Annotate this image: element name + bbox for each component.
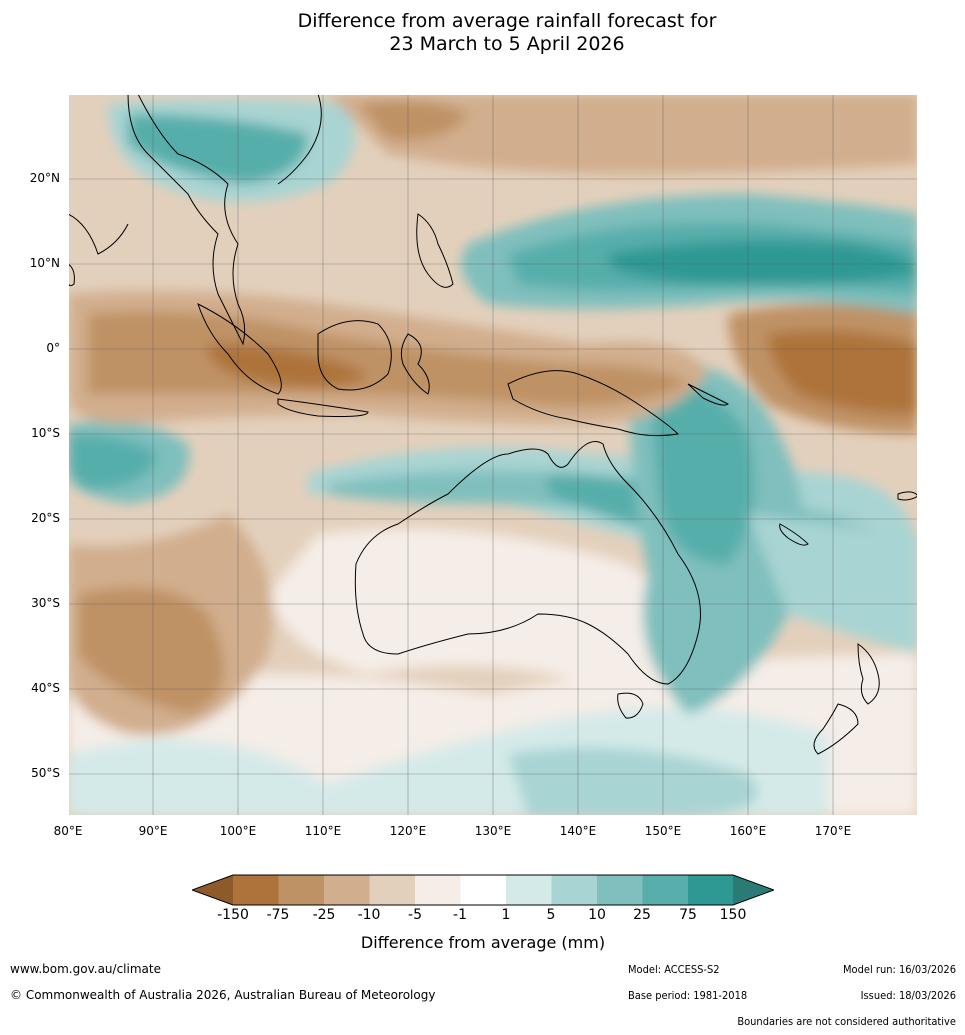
boundaries-note: Boundaries are not considered authoritat… — [737, 1015, 956, 1028]
tick-label: 1 — [501, 907, 511, 923]
colorbar-low-extend — [192, 875, 233, 905]
tick-label: 5 — [546, 907, 556, 923]
colorbar-bin-10 — [642, 875, 688, 905]
colorbar-bin-3 — [324, 875, 370, 905]
copyright-text: © Commonwealth of Australia 2026, Austra… — [10, 988, 436, 1002]
title-line-1: Difference from average rainfall forecas… — [297, 10, 717, 32]
north-pacific-wet-3 — [608, 240, 918, 286]
java-coast — [277, 398, 369, 417]
sumatra-coast — [197, 303, 282, 395]
graticule — [68, 94, 918, 816]
model-run-text: Model run: 16/03/2026 — [843, 963, 956, 976]
indian-ocean-wet-2 — [68, 434, 158, 489]
indian-ocean-dry-2 — [78, 587, 224, 714]
colorbar-bin-2 — [278, 875, 324, 905]
lat-label-10s: 10°S — [31, 426, 60, 440]
colorbar-bin-1 — [233, 875, 279, 905]
tick-label: 75 — [679, 907, 697, 923]
colorbar-bin-6 — [460, 875, 506, 905]
solomons-coast — [687, 383, 729, 406]
lat-label-40s: 40°S — [31, 681, 60, 695]
map-canvas — [68, 94, 918, 816]
lat-label-0: 0° — [46, 341, 60, 355]
australia-coast — [354, 441, 701, 685]
tick-label: -75 — [266, 907, 290, 923]
colorbar-high-extend — [733, 875, 774, 905]
nz-north-coast — [857, 643, 880, 705]
lon-label-160e: 160°E — [729, 824, 767, 838]
southern-ocean-wet-2 — [508, 747, 758, 816]
east-pacific-dry-2 — [768, 330, 918, 414]
lon-label-130e: 130°E — [474, 824, 512, 838]
new-caledonia-coast — [779, 523, 809, 546]
new-guinea-coast — [507, 370, 680, 437]
lon-label-150e: 150°E — [644, 824, 682, 838]
lat-label-20n: 20°N — [29, 171, 60, 185]
colorbar-title: Difference from average (mm) — [360, 933, 606, 952]
north-dry-2 — [358, 100, 468, 140]
tick-label: 25 — [633, 907, 651, 923]
lon-label-90e: 90°E — [138, 824, 168, 838]
lon-label-170e: 170°E — [814, 824, 852, 838]
lon-label-80e: 80°E — [53, 824, 83, 838]
colorbar-bin-11 — [688, 875, 733, 905]
lat-label-50s: 50°S — [31, 766, 60, 780]
rainfall-map — [68, 94, 918, 816]
colorbar-bin-4 — [369, 875, 415, 905]
lon-label-120e: 120°E — [389, 824, 427, 838]
colorbar — [190, 874, 776, 906]
lon-label-110e: 110°E — [304, 824, 342, 838]
colorbar-svg — [190, 874, 776, 906]
coastlines — [68, 94, 918, 755]
website-link[interactable]: www.bom.gov.au/climate — [10, 962, 161, 976]
tick-label: -5 — [408, 907, 422, 923]
lat-label-30s: 30°S — [31, 596, 60, 610]
colorbar-bin-5 — [415, 875, 461, 905]
colorbar-bin-9 — [597, 875, 643, 905]
tick-label: -25 — [312, 907, 336, 923]
tick-label: -1 — [453, 907, 467, 923]
title-line-2: 23 March to 5 April 2026 — [389, 33, 625, 55]
tasmania-coast — [617, 692, 644, 719]
sulawesi-coast — [400, 333, 430, 395]
philippines-coast — [416, 213, 454, 288]
lat-label-10n: 10°N — [29, 256, 60, 270]
tick-label: -10 — [357, 907, 381, 923]
colorbar-bin-8 — [551, 875, 597, 905]
coral-sea-wet-2 — [648, 374, 755, 564]
tick-label: -150 — [217, 907, 249, 923]
north-dry — [328, 94, 918, 174]
india-coast — [68, 213, 129, 255]
wet-band-2 — [328, 470, 918, 574]
lat-label-20s: 20°S — [31, 511, 60, 525]
indochina-coast — [127, 94, 246, 346]
se-asia-wet-2 — [128, 114, 308, 184]
tick-label: 10 — [588, 907, 606, 923]
base-period-text: Base period: 1981-2018 — [628, 989, 748, 1002]
china-coast — [277, 94, 322, 185]
map-title: Difference from average rainfall forecas… — [0, 10, 965, 56]
borneo-coast — [317, 320, 392, 391]
map-border — [68, 94, 918, 816]
model-text: Model: ACCESS-S2 — [628, 963, 720, 976]
tick-label: 150 — [719, 907, 747, 923]
issued-text: Issued: 18/03/2026 — [860, 989, 956, 1002]
lon-label-100e: 100°E — [219, 824, 257, 838]
nz-south-coast — [813, 703, 859, 755]
lon-label-140e: 140°E — [559, 824, 597, 838]
colorbar-bin-7 — [506, 875, 552, 905]
